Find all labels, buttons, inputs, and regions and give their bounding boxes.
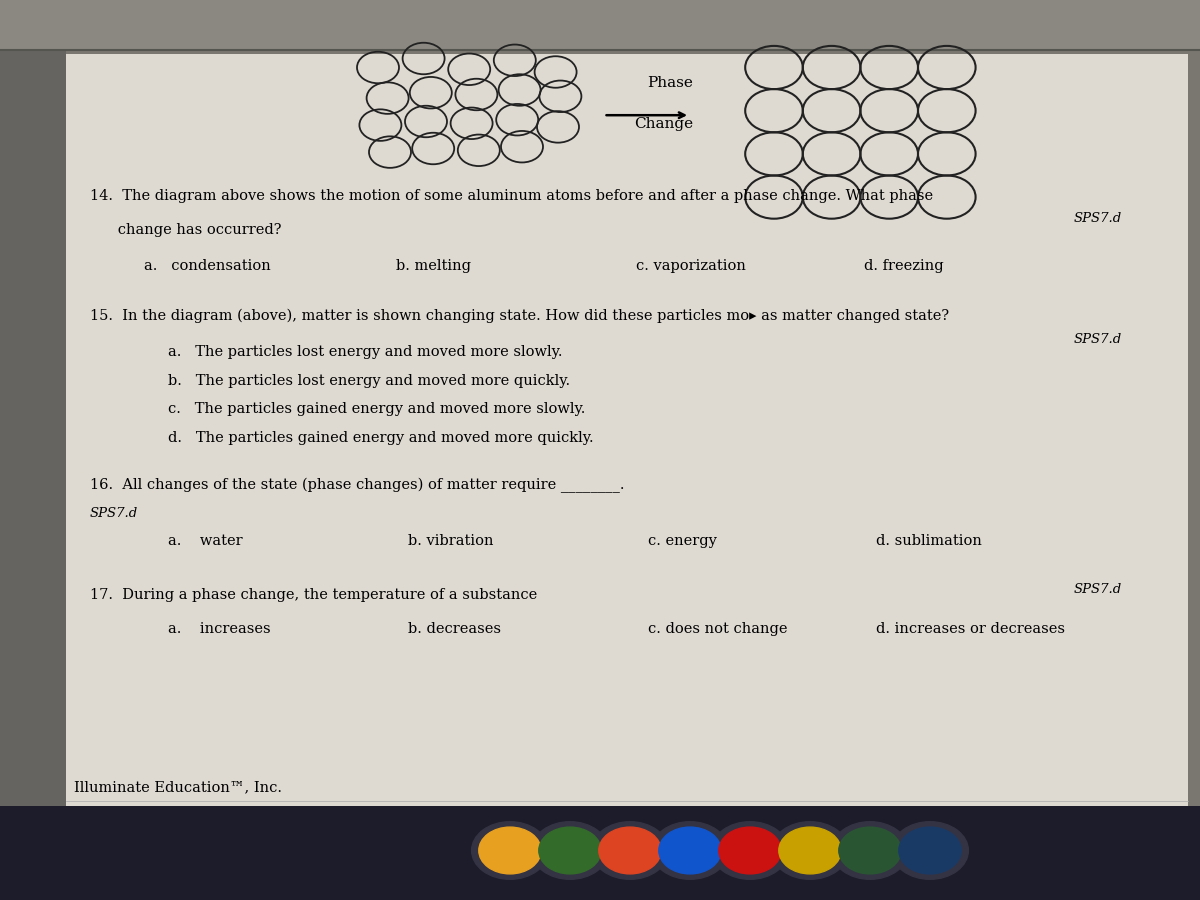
Text: d.   The particles gained energy and moved more quickly.: d. The particles gained energy and moved…	[168, 431, 594, 446]
Text: Phase: Phase	[647, 76, 692, 90]
Circle shape	[892, 822, 968, 879]
Circle shape	[652, 822, 728, 879]
Text: c. does not change: c. does not change	[648, 622, 787, 636]
Text: change has occurred?: change has occurred?	[90, 223, 282, 238]
Text: 14.  The diagram above shows the motion of some aluminum atoms before and after : 14. The diagram above shows the motion o…	[90, 189, 934, 203]
Text: b. decreases: b. decreases	[408, 622, 502, 636]
Bar	[0, 806, 1200, 900]
Circle shape	[839, 827, 901, 874]
Text: d. sublimation: d. sublimation	[876, 534, 982, 548]
Circle shape	[479, 827, 541, 874]
Text: SPS7.d: SPS7.d	[1074, 212, 1122, 225]
Text: SPS7.d: SPS7.d	[1074, 583, 1122, 596]
Circle shape	[712, 822, 788, 879]
Text: d. increases or decreases: d. increases or decreases	[876, 622, 1066, 636]
Text: 15.  In the diagram (above), matter is shown changing state. How did these parti: 15. In the diagram (above), matter is sh…	[90, 309, 949, 323]
Circle shape	[719, 827, 781, 874]
Circle shape	[599, 827, 661, 874]
Text: 17.  During a phase change, the temperature of a substance: 17. During a phase change, the temperatu…	[90, 588, 538, 602]
Circle shape	[659, 827, 721, 874]
Text: c. vaporization: c. vaporization	[636, 259, 746, 274]
Circle shape	[899, 827, 961, 874]
Circle shape	[832, 822, 908, 879]
Text: 16.  All changes of the state (phase changes) of matter require ________.: 16. All changes of the state (phase chan…	[90, 478, 624, 493]
Bar	[66, 54, 1188, 810]
Circle shape	[532, 822, 608, 879]
Circle shape	[539, 827, 601, 874]
Text: d. freezing: d. freezing	[864, 259, 943, 274]
Text: a.   condensation: a. condensation	[144, 259, 271, 274]
Text: a.    water: a. water	[168, 534, 242, 548]
Text: SPS7.d: SPS7.d	[1074, 333, 1122, 346]
Circle shape	[779, 827, 841, 874]
Text: c. energy: c. energy	[648, 534, 716, 548]
Circle shape	[472, 822, 548, 879]
Text: c.   The particles gained energy and moved more slowly.: c. The particles gained energy and moved…	[168, 402, 586, 417]
Text: a.   The particles lost energy and moved more slowly.: a. The particles lost energy and moved m…	[168, 345, 563, 359]
Text: SPS7.d: SPS7.d	[90, 507, 138, 519]
Bar	[0, 50, 66, 810]
Circle shape	[592, 822, 668, 879]
Text: b. melting: b. melting	[396, 259, 470, 274]
Text: Illuminate Education™, Inc.: Illuminate Education™, Inc.	[74, 779, 282, 794]
Text: Change: Change	[634, 117, 694, 131]
Bar	[0, 0, 1200, 50]
Text: b. vibration: b. vibration	[408, 534, 493, 548]
Text: a.    increases: a. increases	[168, 622, 271, 636]
Circle shape	[772, 822, 848, 879]
Text: b.   The particles lost energy and moved more quickly.: b. The particles lost energy and moved m…	[168, 374, 570, 388]
